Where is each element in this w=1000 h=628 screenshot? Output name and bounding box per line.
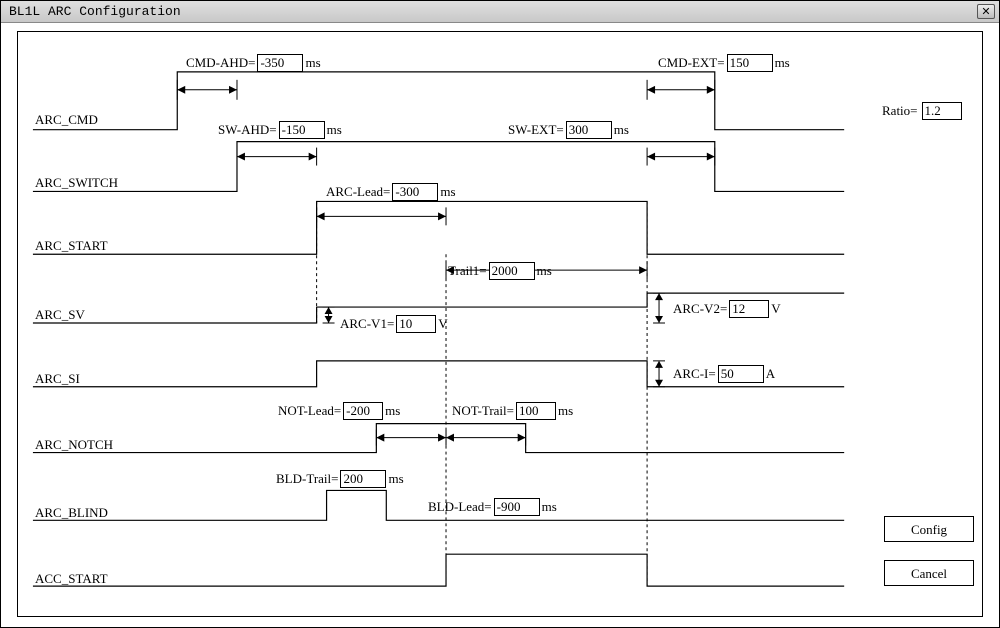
input-arc-lead[interactable] — [392, 183, 438, 201]
param-arc-v2: ARC-V2= V — [673, 300, 781, 318]
timing-canvas: ARC_CMD ARC_SWITCH ARC_START ARC_SV ARC_… — [18, 32, 882, 616]
param-cmd-ext: CMD-EXT= ms — [658, 54, 790, 72]
param-bld-lead: BLD-Lead= ms — [428, 498, 557, 516]
side-panel: Ratio= Config Cancel — [882, 32, 982, 616]
input-arc-v2[interactable] — [729, 300, 769, 318]
dim-cmd-ahd — [177, 80, 237, 100]
input-not-lead[interactable] — [343, 402, 383, 420]
input-bld-lead[interactable] — [494, 498, 540, 516]
param-arc-v1: ARC-V1= V — [340, 315, 448, 333]
input-trail1[interactable] — [489, 262, 535, 280]
dim-sw-ahd — [237, 148, 317, 166]
timing-diagram — [18, 32, 882, 616]
input-sw-ahd[interactable] — [279, 121, 325, 139]
input-cmd-ext[interactable] — [727, 54, 773, 72]
input-arc-v1[interactable] — [396, 315, 436, 333]
label-acc-start: ACC_START — [35, 571, 108, 587]
config-button[interactable]: Config — [884, 516, 974, 542]
dim-cmd-ext — [647, 80, 715, 100]
close-icon[interactable]: ✕ — [977, 4, 995, 19]
label-arc-notch: ARC_NOTCH — [35, 437, 113, 453]
param-not-trail: NOT-Trail= ms — [452, 402, 573, 420]
input-cmd-ahd[interactable] — [257, 54, 303, 72]
param-cmd-ahd: CMD-AHD= ms — [186, 54, 321, 72]
input-bld-trail[interactable] — [340, 470, 386, 488]
dim-not-trail — [446, 430, 526, 446]
param-sw-ahd: SW-AHD= ms — [218, 121, 342, 139]
param-bld-trail: BLD-Trail= ms — [276, 470, 404, 488]
param-arc-i: ARC-I= A — [673, 365, 775, 383]
dim-arc-i — [653, 361, 665, 387]
param-not-lead: NOT-Lead= ms — [278, 402, 400, 420]
dim-not-lead — [376, 430, 446, 446]
input-ratio[interactable] — [922, 102, 962, 120]
dim-arc-v1 — [323, 307, 335, 323]
dim-arc-lead — [317, 207, 446, 225]
dim-arc-v2 — [653, 293, 665, 323]
label-arc-cmd: ARC_CMD — [35, 112, 98, 128]
label-arc-sv: ARC_SV — [35, 307, 85, 323]
label-arc-switch: ARC_SWITCH — [35, 175, 118, 191]
content-frame: ARC_CMD ARC_SWITCH ARC_START ARC_SV ARC_… — [17, 31, 983, 617]
cancel-button[interactable]: Cancel — [884, 560, 974, 586]
param-arc-lead: ARC-Lead= ms — [326, 183, 456, 201]
label-arc-blind: ARC_BLIND — [35, 505, 108, 521]
dim-sw-ext — [647, 148, 715, 166]
param-sw-ext: SW-EXT= ms — [508, 121, 629, 139]
input-arc-i[interactable] — [718, 365, 764, 383]
label-arc-si: ARC_SI — [35, 371, 80, 387]
label-arc-start: ARC_START — [35, 238, 108, 254]
window-title: BL1L ARC Configuration — [9, 4, 181, 19]
titlebar: BL1L ARC Configuration ✕ — [1, 1, 999, 23]
input-not-trail[interactable] — [516, 402, 556, 420]
input-sw-ext[interactable] — [566, 121, 612, 139]
param-ratio: Ratio= — [882, 102, 962, 120]
window-root: BL1L ARC Configuration ✕ — [0, 0, 1000, 628]
param-trail1: Trail1= ms — [448, 262, 552, 280]
